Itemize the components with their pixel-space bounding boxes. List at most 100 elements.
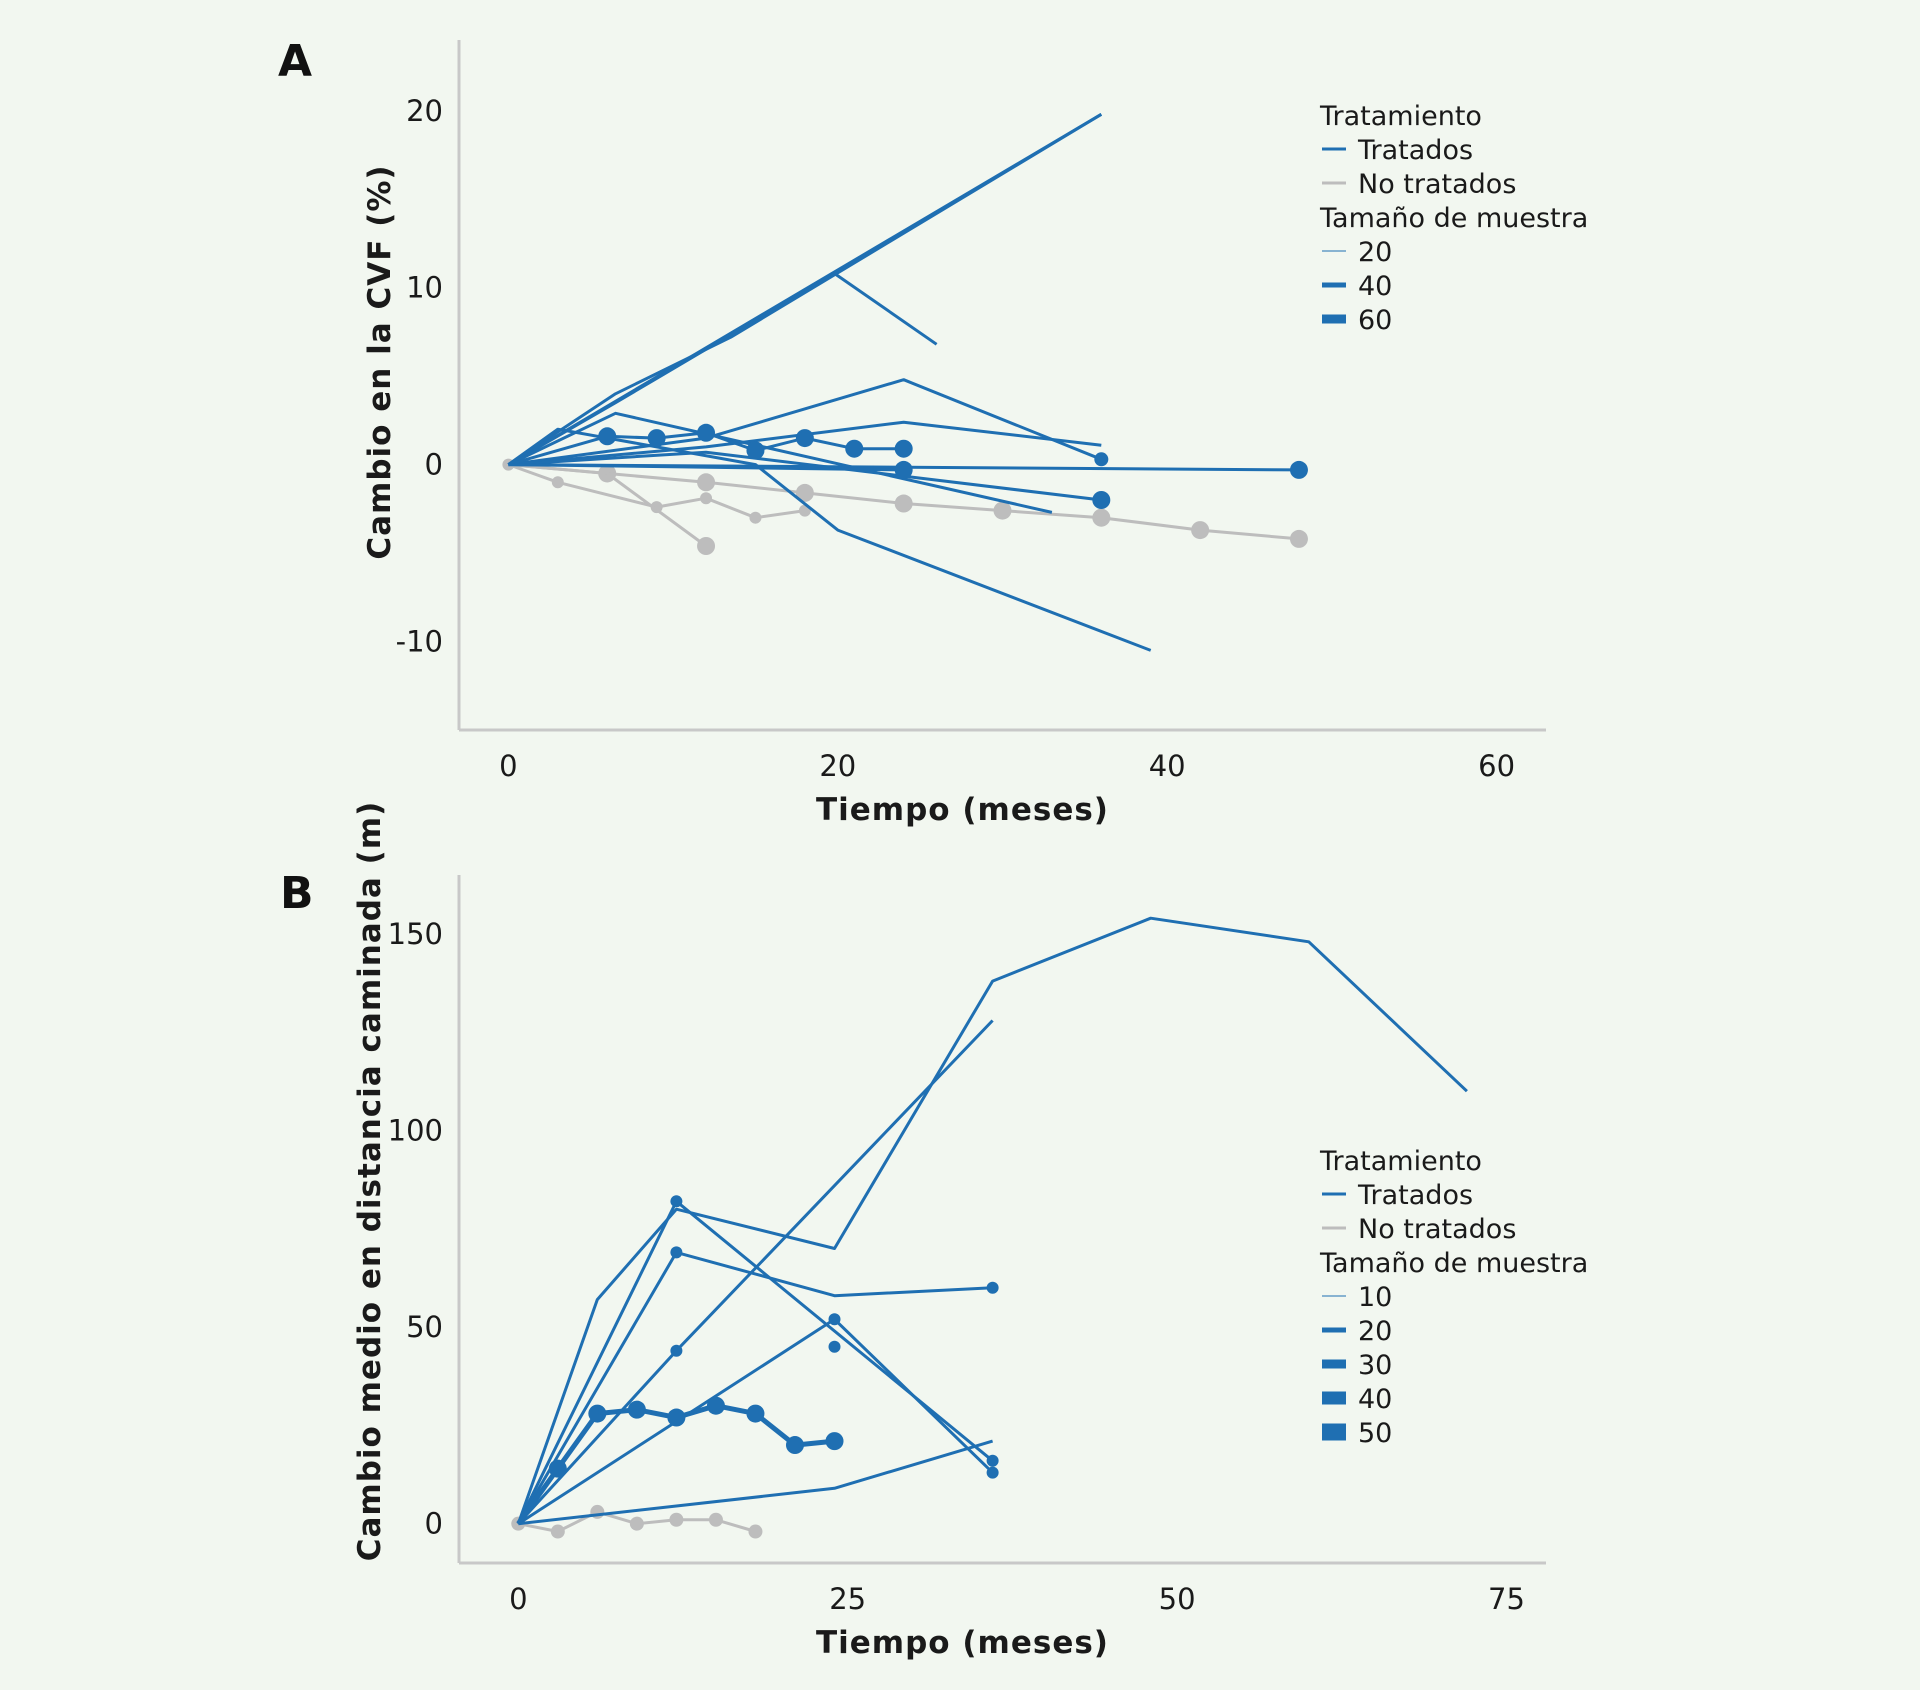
legend-item-size-swatch bbox=[1322, 1391, 1346, 1405]
treated-data-point bbox=[706, 1396, 725, 1415]
untreated-data-point bbox=[697, 473, 716, 492]
x-tick-label: 0 bbox=[499, 749, 517, 783]
treated-data-point bbox=[828, 1340, 841, 1353]
legend-item-size: 30 bbox=[1358, 1350, 1392, 1381]
treated-data-point bbox=[746, 1404, 765, 1423]
treated-data-point bbox=[986, 1454, 999, 1467]
legend-title-treatment: Tratamiento bbox=[1319, 1146, 1482, 1177]
untreated-data-point bbox=[795, 483, 814, 502]
legend-item-untreated-swatch bbox=[1322, 1226, 1346, 1230]
untreated-data-point bbox=[669, 1512, 684, 1527]
treated-data-point bbox=[1094, 452, 1109, 467]
legend-item-size: 50 bbox=[1358, 1418, 1392, 1449]
untreated-data-point bbox=[993, 501, 1012, 520]
treated-data-point bbox=[746, 441, 765, 460]
legend-item-size-swatch bbox=[1322, 1423, 1346, 1441]
treated-series-line bbox=[508, 450, 1102, 502]
legend-item-size: 20 bbox=[1358, 1316, 1392, 1347]
treated-series-line bbox=[516, 1199, 994, 1525]
treated-data-point bbox=[667, 1408, 686, 1427]
y-tick-label: -10 bbox=[396, 625, 443, 659]
y-axis-title: Cambio medio en distancia caminada (m) bbox=[352, 801, 388, 1562]
treated-data-point bbox=[845, 439, 864, 458]
treated-data-point bbox=[670, 1344, 683, 1357]
legend-item-size: 40 bbox=[1358, 271, 1392, 302]
legend-item-untreated: No tratados bbox=[1358, 169, 1516, 200]
legend-item-size-swatch bbox=[1322, 282, 1346, 288]
x-tick-label: 0 bbox=[509, 1582, 527, 1616]
untreated-data-point bbox=[894, 494, 913, 513]
treated-data-point bbox=[894, 460, 913, 479]
untreated-data-point bbox=[708, 1512, 723, 1527]
treated-series-line bbox=[516, 916, 1468, 1525]
x-tick-label: 60 bbox=[1478, 749, 1515, 783]
legend-item-treated: Tratados bbox=[1357, 1180, 1473, 1211]
legend-item-size: 20 bbox=[1358, 237, 1392, 268]
treated-data-point bbox=[598, 427, 617, 446]
treated-data-point bbox=[986, 1281, 999, 1294]
treated-data-point bbox=[828, 1313, 841, 1326]
y-tick-label: 0 bbox=[425, 448, 443, 482]
x-axis-title: Tiempo (meses) bbox=[816, 792, 1109, 828]
untreated-data-point bbox=[749, 511, 762, 524]
panel-letter: A bbox=[278, 36, 312, 87]
untreated-series-line bbox=[508, 463, 1300, 541]
legend-item-size-swatch bbox=[1322, 250, 1346, 252]
untreated-series-line bbox=[507, 463, 806, 520]
treated-data-point bbox=[825, 1432, 844, 1451]
treated-data-point bbox=[588, 1404, 607, 1423]
treated-data-point bbox=[647, 429, 666, 448]
legend-item-size-swatch bbox=[1322, 1359, 1346, 1369]
treated-data-point bbox=[894, 439, 913, 458]
treated-data-point bbox=[670, 1195, 683, 1208]
treated-series-line bbox=[507, 272, 938, 466]
treated-series-line bbox=[507, 427, 1152, 652]
y-tick-label: 100 bbox=[388, 1114, 443, 1148]
treated-data-point bbox=[697, 423, 716, 442]
legend-title-sample-size: Tamaño de muestra bbox=[1319, 1248, 1588, 1279]
treated-data-point bbox=[1092, 491, 1111, 509]
panel-b: B 0 25 50 75 150 100 50 0 Tiempo (meses) Cambio me… bbox=[280, 801, 1588, 1661]
treated-series-line bbox=[507, 411, 1053, 514]
treated-series-line bbox=[517, 1250, 993, 1525]
x-tick-label: 75 bbox=[1488, 1582, 1525, 1616]
legend-item-size-swatch bbox=[1322, 1327, 1346, 1333]
legend-title-sample-size: Tamaño de muestra bbox=[1319, 203, 1588, 234]
legend-item-treated-swatch bbox=[1322, 1192, 1346, 1196]
legend-title-treatment: Tratamiento bbox=[1319, 101, 1482, 132]
untreated-data-point bbox=[1191, 521, 1210, 540]
treated-data-point bbox=[795, 429, 814, 448]
untreated-data-point bbox=[1289, 529, 1308, 548]
treated-series-line bbox=[508, 463, 904, 472]
y-tick-label: 50 bbox=[406, 1310, 443, 1344]
untreated-data-point bbox=[1092, 508, 1111, 527]
untreated-data-point bbox=[697, 537, 716, 555]
legend-item-treated-swatch bbox=[1322, 147, 1346, 151]
untreated-data-point bbox=[700, 492, 713, 505]
y-axis-title: Cambio en la CVF (%) bbox=[362, 164, 398, 559]
x-tick-label: 25 bbox=[829, 1582, 866, 1616]
legend-item-untreated-swatch bbox=[1322, 181, 1346, 185]
y-tick-label: 0 bbox=[425, 1507, 443, 1541]
x-axis-title: Tiempo (meses) bbox=[816, 1625, 1109, 1661]
x-tick-label: 20 bbox=[819, 749, 856, 783]
x-tick-label: 40 bbox=[1149, 749, 1186, 783]
legend-item-size-swatch bbox=[1322, 1295, 1346, 1297]
treated-data-point bbox=[986, 1466, 999, 1479]
untreated-data-point bbox=[650, 501, 663, 514]
treated-data-point bbox=[548, 1459, 567, 1478]
untreated-data-point bbox=[550, 1524, 565, 1539]
treated-data-point bbox=[1289, 460, 1308, 479]
untreated-data-point bbox=[748, 1524, 763, 1539]
panel-letter: B bbox=[280, 868, 314, 919]
x-tick-label: 50 bbox=[1159, 1582, 1196, 1616]
y-tick-label: 20 bbox=[406, 94, 443, 128]
legend-item-size: 10 bbox=[1358, 1282, 1392, 1313]
legend-item-treated: Tratados bbox=[1357, 135, 1473, 166]
y-tick-label: 150 bbox=[388, 917, 443, 951]
